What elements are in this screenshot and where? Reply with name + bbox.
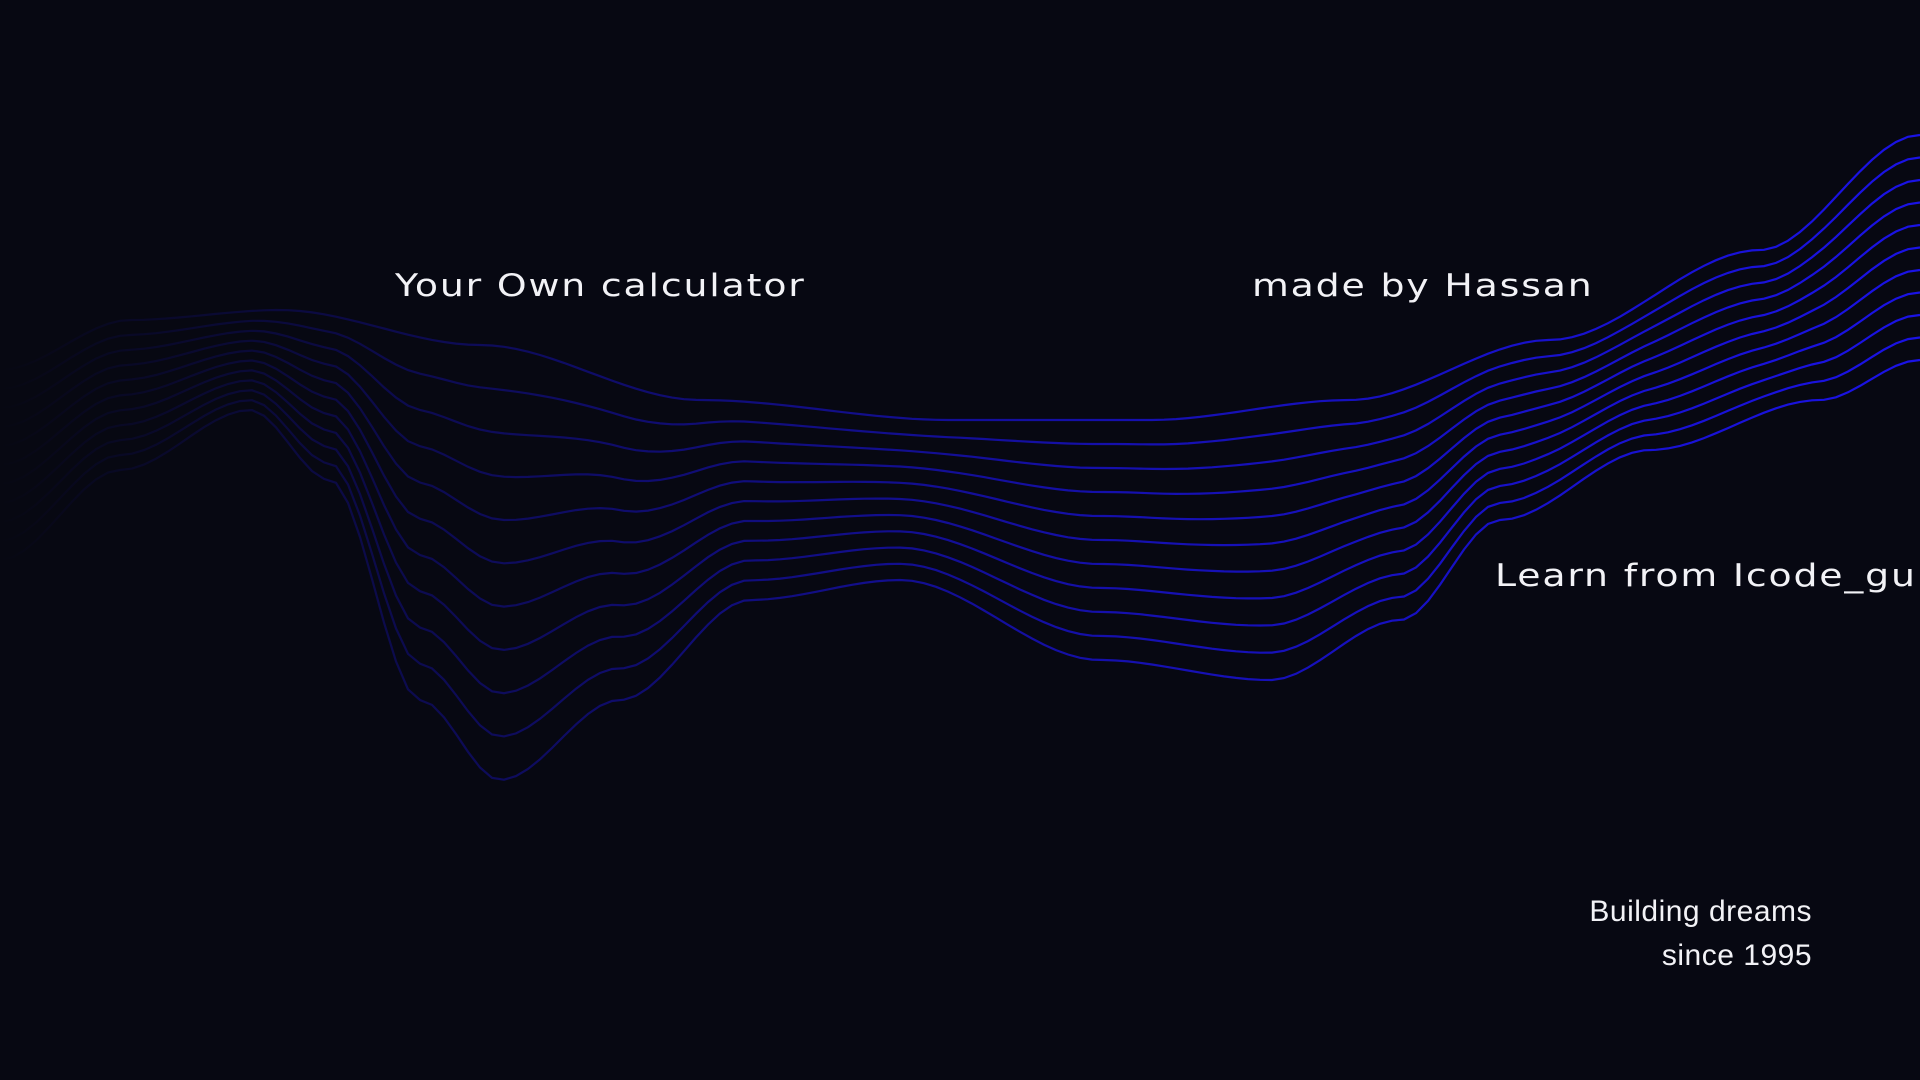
wave-line [0,133,1920,422]
wave-line [0,246,1920,565]
tagline-line-1: Building dreams [1589,895,1812,928]
author-credit: made by Hassan [1252,268,1594,304]
tagline-line-2: since 1995 [1661,939,1812,972]
app-title: Your Own calculator [395,268,806,304]
wave-line [0,358,1920,781]
wave-line [0,156,1920,446]
wave-line [0,291,1920,652]
wave-line [0,336,1920,738]
learn-source: Learn from Icode_guru [1495,558,1920,594]
wave-line [0,268,1920,608]
wave-line [0,201,1920,496]
wave-line [0,313,1920,695]
tagline: Building dreams since 1995 [1589,890,1812,978]
wave-line [0,178,1920,471]
wave-line [0,223,1920,522]
